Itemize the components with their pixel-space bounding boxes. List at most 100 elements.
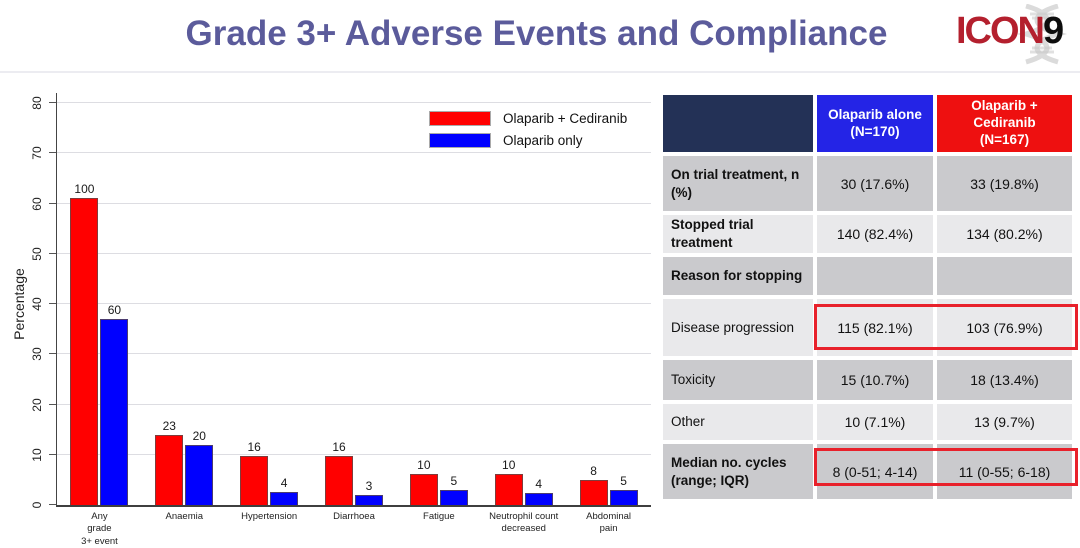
- highlight-box-disease-progression: [814, 304, 1078, 350]
- row-value: 30 (17.6%): [817, 156, 933, 211]
- y-tick-label: 70: [30, 146, 44, 160]
- legend-swatch-red: [429, 111, 491, 126]
- legend-item-olaparib-only: Olaparib only: [429, 133, 627, 148]
- row-value: [937, 257, 1072, 295]
- bar-value-label: 10: [417, 457, 431, 472]
- logo-text: ICON9: [956, 10, 1064, 52]
- bar-group-neutrophil: 10 4: [481, 103, 566, 505]
- table-grid: Olaparib alone (N=170) Olaparib + Cedira…: [663, 95, 1072, 499]
- x-axis-category-labels: Any grade 3+ event Anaemia Hypertension …: [57, 511, 651, 548]
- y-tick-label: 0: [30, 501, 44, 509]
- y-tick-label: 60: [30, 196, 44, 211]
- bar-blue: 3: [355, 479, 383, 505]
- bar-blue: 4: [270, 476, 299, 505]
- dna-helix-icon: [1016, 4, 1068, 65]
- bar-value-label: 5: [620, 473, 627, 488]
- logo-icon-text: ICON: [956, 10, 1045, 52]
- row-value: 33 (19.8%): [937, 156, 1072, 211]
- row-label: Reason for stopping: [663, 257, 813, 295]
- y-axis-title: Percentage: [11, 268, 27, 340]
- bar-value-label: 16: [332, 440, 346, 455]
- bar-group-fatigue: 10 5: [396, 103, 481, 505]
- row-value: 140 (82.4%): [817, 215, 933, 253]
- bar-group-any-grade: 100 60: [57, 103, 142, 505]
- adverse-events-bar-chart: Percentage 0 10 20 30 40 50 60 70 80 Olaparib + …: [0, 80, 656, 547]
- bar-group-hypertension: 16 4: [227, 103, 312, 505]
- x-label: Neutrophil count decreased: [489, 511, 559, 535]
- x-label: Any grade 3+ event: [81, 511, 118, 547]
- row-label: Stopped trial treatment: [663, 215, 813, 253]
- row-value: 13 (9.7%): [937, 404, 1072, 440]
- row-value: 15 (10.7%): [817, 360, 933, 400]
- bar-blue: 4: [524, 477, 553, 505]
- bar-group-diarrhoea: 16 3: [312, 103, 397, 505]
- bar-group-anaemia: 23 20: [142, 103, 227, 505]
- y-tick-label: 20: [30, 397, 44, 412]
- row-label: Toxicity: [663, 360, 813, 400]
- x-label: Diarrhoea: [333, 511, 375, 522]
- bar-value-label: 23: [162, 418, 176, 433]
- bar-value-label: 4: [535, 476, 543, 491]
- row-value: [817, 257, 933, 295]
- bar-blue: 5: [439, 474, 468, 505]
- bar-value-label: 10: [502, 457, 516, 472]
- bar-red: 100: [70, 182, 99, 505]
- row-value: 134 (80.2%): [937, 215, 1072, 253]
- bar-group-abdominal-pain: 8 5: [566, 103, 651, 505]
- row-value: 115 (82.1%): [817, 299, 933, 356]
- legend-swatch-blue: [429, 133, 491, 148]
- bar-red: 10: [494, 458, 523, 505]
- row-label: On trial treatment, n (%): [663, 156, 813, 211]
- y-tick-label: 30: [30, 347, 44, 361]
- row-value: 10 (7.1%): [817, 404, 933, 440]
- legend-label: Olaparib only: [503, 133, 583, 148]
- y-tick-label: 40: [30, 297, 44, 311]
- x-label: Anaemia: [165, 511, 204, 522]
- highlight-box-median-cycles: [814, 448, 1078, 486]
- bar-value-label: 20: [192, 428, 206, 443]
- bar-red: 16: [325, 440, 353, 505]
- row-value: 18 (13.4%): [937, 360, 1072, 400]
- row-label: Other: [663, 404, 813, 440]
- y-tick-label: 50: [30, 247, 44, 261]
- plot-area: Percentage 0 10 20 30 40 50 60 70 80 Olaparib + …: [11, 93, 651, 547]
- title-divider: [0, 71, 1080, 73]
- row-label: Disease progression: [663, 299, 813, 356]
- bar-value-label: 5: [450, 473, 458, 488]
- y-axis-line: [56, 93, 57, 505]
- bar-value-label: 3: [365, 479, 373, 494]
- bar-value-label: 16: [247, 440, 261, 455]
- chart-legend: Olaparib + Cediranib Olaparib only: [429, 111, 627, 148]
- y-tick-label: 10: [30, 448, 44, 462]
- logo-number: 9: [1043, 10, 1064, 52]
- legend-label: Olaparib + Cediranib: [503, 111, 628, 126]
- bar-red: 23: [155, 419, 184, 505]
- bar-red: 16: [240, 440, 269, 505]
- x-label: Abdominal pain: [586, 511, 632, 535]
- bar-groups: 100 60 23 20 16 4 16 3 10 5: [57, 103, 651, 505]
- x-label: Hypertension: [241, 511, 298, 522]
- icon9-logo: ICON9: [952, 4, 1074, 68]
- page-title: Grade 3+ Adverse Events and Compliance: [185, 14, 888, 53]
- row-label: Median no. cycles (range; IQR): [663, 444, 813, 499]
- x-axis-line: [56, 505, 651, 507]
- x-label: Fatigue: [423, 511, 455, 522]
- bar-blue: 60: [100, 303, 129, 505]
- bar-value-label: 100: [74, 182, 95, 197]
- table-header-empty: [663, 95, 813, 152]
- bar-red: 8: [579, 464, 608, 505]
- compliance-table: Olaparib alone (N=170) Olaparib + Cedira…: [663, 95, 1078, 499]
- table-header-olaparib-cediranib: Olaparib + Cediranib (N=167): [937, 95, 1072, 152]
- bar-value-label: 4: [280, 476, 288, 491]
- table-header-olaparib-alone: Olaparib alone (N=170): [817, 95, 933, 152]
- bar-value-label: 8: [590, 463, 597, 478]
- legend-item-olaparib-cediranib: Olaparib + Cediranib: [429, 111, 627, 126]
- y-tick-label: 80: [30, 96, 44, 110]
- row-value: 103 (76.9%): [937, 299, 1072, 356]
- bar-blue: 20: [185, 429, 214, 505]
- bar-value-label: 60: [107, 303, 122, 318]
- bar-blue: 5: [609, 474, 638, 505]
- bar-red: 10: [409, 458, 438, 505]
- row-value: 8 (0-51; 4-14): [817, 444, 933, 499]
